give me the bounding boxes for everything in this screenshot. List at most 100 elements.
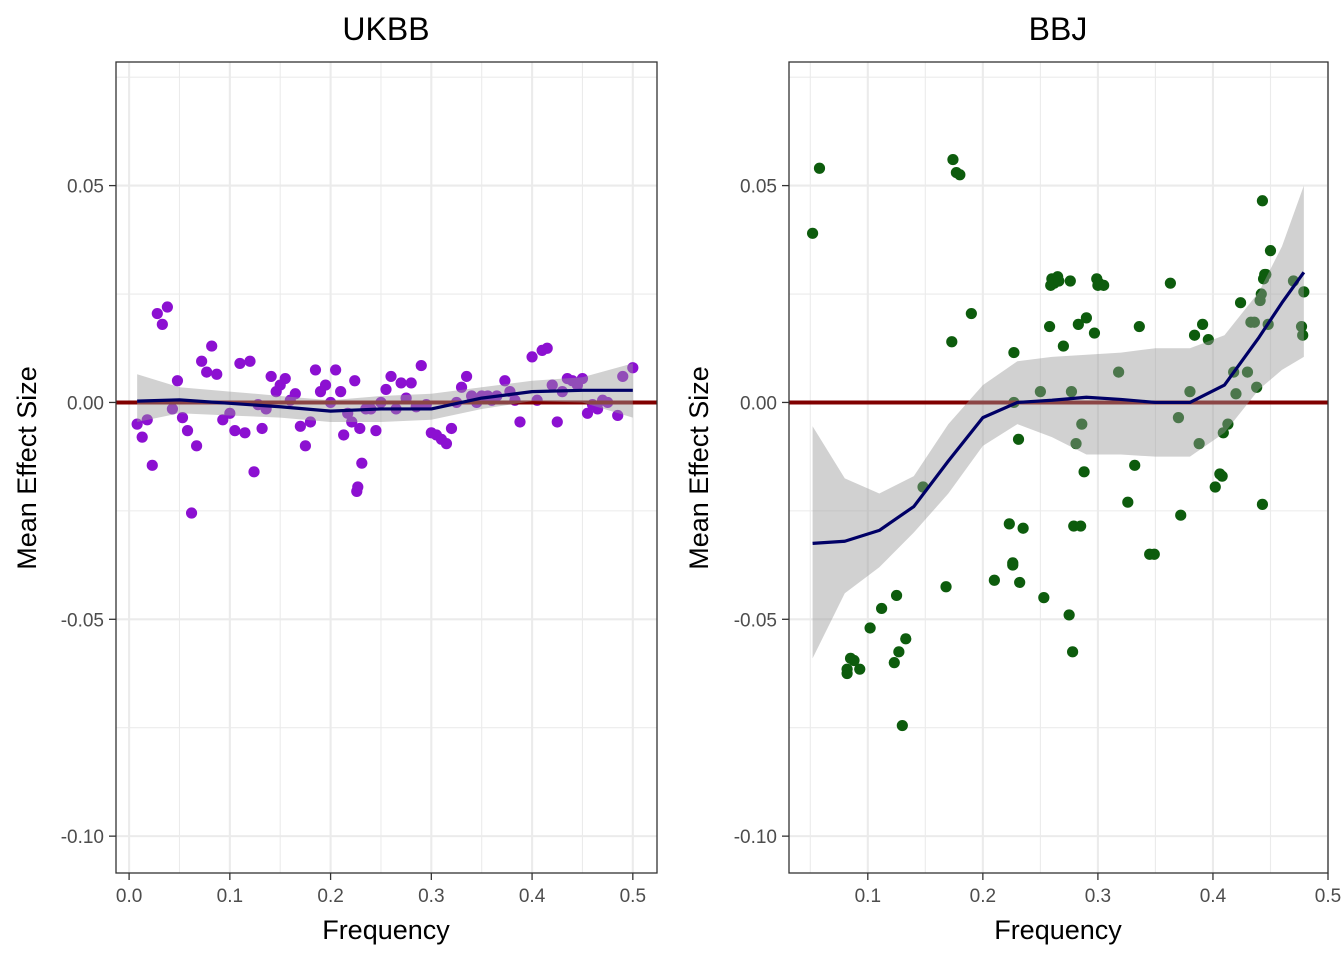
data-point [1066, 646, 1079, 658]
smooth-trend-line [137, 388, 633, 413]
data-point [1241, 366, 1254, 378]
plot-area: 0.05 0.00 -0.05 -0.10 0.1 0.2 0.3 0.4 0.5 [734, 61, 1341, 907]
data-point [1264, 245, 1277, 257]
data-point [289, 388, 301, 400]
data-point [356, 457, 368, 469]
data-point [304, 416, 317, 428]
data-point [1053, 275, 1065, 287]
data-point [1172, 412, 1185, 424]
data-point [546, 379, 558, 391]
x-tick-label: 0.2 [970, 886, 996, 907]
data-point [1113, 366, 1125, 378]
panel-title: UKBB [342, 11, 429, 47]
data-point [185, 507, 198, 519]
data-point [627, 362, 639, 374]
data-point [1234, 297, 1247, 309]
data-point [161, 301, 173, 313]
data-point [1256, 498, 1269, 510]
data-point [1188, 329, 1201, 341]
x-tick-label: 0.3 [1085, 886, 1111, 907]
data-point [1008, 346, 1020, 359]
data-point [1175, 509, 1187, 521]
data-point [1209, 481, 1221, 493]
data-point [206, 340, 218, 352]
x-tick-label: 0.1 [855, 886, 881, 907]
data-point [445, 422, 458, 435]
data-point [335, 386, 347, 398]
data-point [279, 372, 291, 385]
y-tick-label: 0.05 [67, 177, 104, 198]
y-axis-title: Mean Effect Size [12, 366, 42, 570]
data-point [1014, 576, 1026, 589]
data-point [248, 466, 260, 478]
data-point [1007, 557, 1019, 569]
data-point [617, 370, 629, 383]
data-point [988, 574, 1000, 586]
data-point [217, 414, 229, 426]
data-point [1038, 592, 1050, 604]
data-point [1164, 277, 1176, 289]
data-point [1217, 427, 1229, 439]
data-point [551, 416, 563, 428]
data-point [1122, 496, 1134, 508]
scatter-points [806, 153, 1310, 732]
data-point [940, 581, 952, 593]
x-axis-title: Frequency [322, 915, 450, 945]
confidence-band [137, 363, 633, 422]
data-point [346, 416, 358, 428]
data-point [1297, 329, 1309, 341]
x-tick-label: 0.2 [317, 886, 343, 907]
y-tick-label: -0.05 [61, 610, 104, 631]
data-point [415, 359, 427, 372]
data-point [319, 379, 332, 391]
data-point [1129, 459, 1141, 471]
data-point [166, 403, 179, 415]
data-point [888, 657, 900, 669]
data-point [854, 663, 866, 675]
data-point [265, 370, 277, 383]
y-tick-label: -0.05 [734, 610, 777, 631]
data-point [1298, 286, 1310, 298]
y-tick-label: 0.00 [740, 393, 777, 414]
confidence-band [812, 185, 1304, 659]
data-point [1078, 466, 1090, 478]
data-point [1148, 548, 1160, 560]
data-point [171, 375, 184, 387]
data-point [1295, 320, 1308, 333]
data-point [181, 425, 194, 437]
data-point [1017, 522, 1029, 534]
data-point [211, 368, 223, 380]
data-point [156, 318, 168, 330]
data-point [1193, 438, 1205, 450]
data-point [1057, 340, 1069, 352]
data-point [299, 440, 312, 452]
data-point [294, 420, 306, 432]
data-point [1043, 320, 1056, 333]
data-point [349, 375, 361, 387]
data-point [338, 429, 350, 441]
data-point [1251, 381, 1263, 393]
data-point [256, 422, 268, 435]
data-point [176, 412, 189, 424]
data-point [947, 153, 959, 166]
data-point [965, 307, 977, 320]
data-point [954, 169, 966, 181]
data-point [541, 342, 553, 354]
panel-bbj: BBJ 0.05 0.00 -0.05 -0.10 0.1 0.2 0.3 0.4 0.5 Fr… [684, 11, 1341, 945]
data-point [806, 227, 819, 239]
data-point [1260, 268, 1272, 281]
data-point [893, 646, 905, 658]
y-tick-label: -0.10 [61, 827, 104, 848]
data-point [1222, 418, 1234, 430]
data-point [201, 366, 213, 378]
data-point [380, 383, 392, 396]
data-point [330, 364, 342, 376]
data-point [131, 418, 143, 430]
y-axis-title: Mean Effect Size [684, 366, 714, 570]
data-point [576, 372, 589, 385]
x-axis-title: Frequency [994, 915, 1122, 945]
data-point [514, 416, 526, 428]
data-point [460, 370, 473, 383]
data-point [876, 602, 888, 615]
